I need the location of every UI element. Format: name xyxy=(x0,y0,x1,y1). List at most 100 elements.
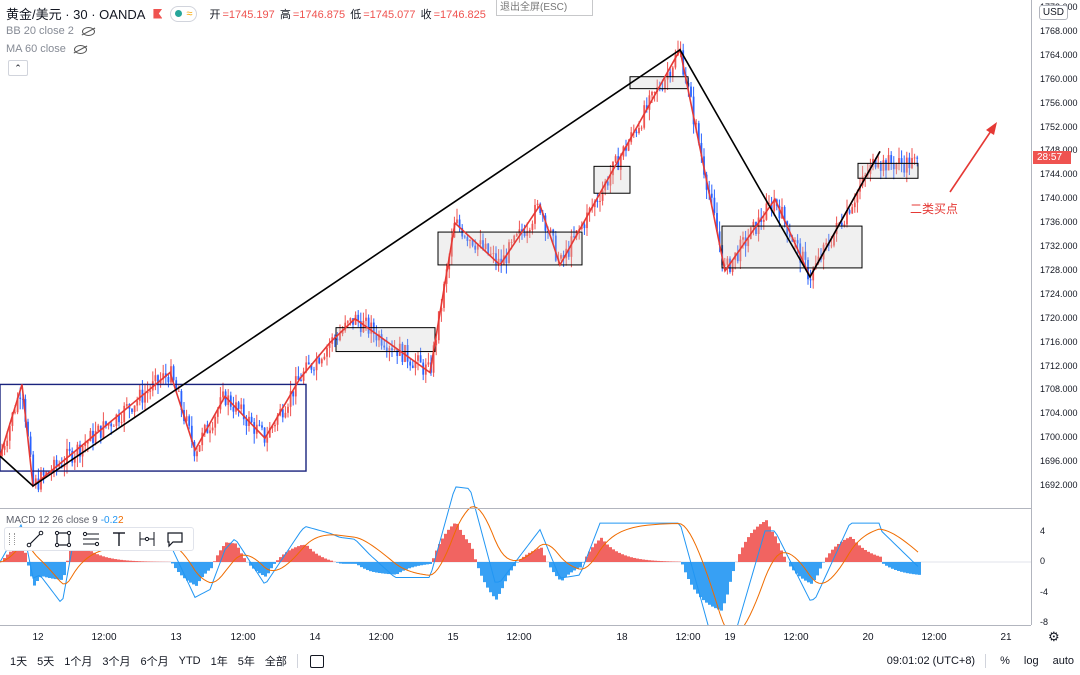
macd-histogram-bar xyxy=(831,549,834,562)
candle-body xyxy=(58,465,61,467)
macd-histogram-bar xyxy=(618,552,621,562)
log-toggle[interactable]: log xyxy=(1023,655,1039,667)
candle-body xyxy=(531,223,534,230)
candle-body xyxy=(133,405,136,412)
macd-histogram-bar xyxy=(627,556,630,562)
candle-body xyxy=(794,240,796,242)
candle-body xyxy=(801,251,804,263)
fib-tool[interactable] xyxy=(80,529,102,549)
exit-fullscreen-button[interactable]: 退出全屏(ESC) xyxy=(496,0,593,16)
calendar-icon[interactable] xyxy=(309,654,324,668)
macd-histogram-bar xyxy=(819,562,822,569)
measure-tool[interactable] xyxy=(136,529,158,549)
range-1m[interactable]: 1个月 xyxy=(64,656,93,668)
macd-histogram-bar xyxy=(264,562,267,577)
price-axis[interactable]: 1772.0001768.0001764.0001760.0001756.000… xyxy=(1031,0,1080,625)
buy-point-annotation[interactable]: 二类买点 xyxy=(910,202,959,216)
candle-body xyxy=(809,279,812,281)
price-chart[interactable] xyxy=(0,0,1031,625)
macd-histogram-bar xyxy=(252,562,255,569)
candle-body xyxy=(263,427,266,443)
range-5d[interactable]: 5天 xyxy=(37,656,55,668)
macd-histogram-bar xyxy=(117,559,120,562)
macd-histogram-bar xyxy=(144,561,147,562)
auto-toggle[interactable]: auto xyxy=(1052,655,1074,667)
candle-body xyxy=(443,283,445,308)
macd-histogram-bar xyxy=(321,557,324,562)
candle-body xyxy=(16,397,19,413)
range-5y[interactable]: 5年 xyxy=(237,656,255,668)
macd-histogram-bar xyxy=(213,561,216,562)
eye-hidden-icon[interactable] xyxy=(73,44,87,54)
candle-body xyxy=(346,321,349,323)
range-ytd[interactable]: YTD xyxy=(178,655,201,667)
macd-histogram-bar xyxy=(513,562,516,567)
currency-button[interactable]: USD xyxy=(1038,5,1068,20)
collapse-legend-button[interactable]: ⌃ xyxy=(8,60,28,76)
range-all[interactable]: 全部 xyxy=(264,656,287,668)
candle-body xyxy=(469,240,471,241)
macd-histogram-bar xyxy=(174,562,177,569)
macd-histogram-bar xyxy=(507,562,510,576)
candle-body xyxy=(261,425,263,428)
candle-body xyxy=(120,421,123,423)
macd-histogram-bar xyxy=(414,562,417,567)
macd-histogram-bar xyxy=(465,539,468,562)
text-tool[interactable] xyxy=(108,529,130,549)
range-6m[interactable]: 6个月 xyxy=(140,656,169,668)
macd-histogram-bar xyxy=(630,557,633,562)
rectangle-tool[interactable] xyxy=(52,529,74,549)
trend-line-tool[interactable] xyxy=(24,529,46,549)
macd-histogram-bar xyxy=(918,562,921,575)
percent-toggle[interactable]: % xyxy=(1000,655,1010,667)
market-status-pill[interactable]: ≈ xyxy=(170,5,198,22)
macd-histogram-bar xyxy=(444,533,447,562)
indicator-bb[interactable]: BB 20 close 2 xyxy=(6,25,95,37)
macd-histogram-bar xyxy=(297,546,300,562)
symbol-title[interactable]: 黄金/美元 · 30 · OANDA xyxy=(6,7,146,22)
drawing-toolbar xyxy=(4,527,194,551)
candle-body xyxy=(552,229,555,236)
clock-display[interactable]: 09:01:02 (UTC+8) xyxy=(886,655,976,667)
candle-body xyxy=(770,203,773,211)
candle-body xyxy=(86,441,89,444)
candle-body xyxy=(138,389,141,401)
time-tick: 14 xyxy=(309,632,321,643)
high-label: 高 xyxy=(279,8,291,21)
range-1d[interactable]: 1天 xyxy=(10,656,28,668)
macd-legend[interactable]: MACD 12 26 close 9 -0.22 xyxy=(6,515,124,526)
candle-body xyxy=(307,362,310,365)
candle-body xyxy=(731,259,734,272)
measure-icon xyxy=(139,532,155,546)
macd-histogram-bar xyxy=(633,557,636,562)
pane-separator[interactable] xyxy=(0,508,1031,509)
indicator-ma[interactable]: MA 60 close xyxy=(6,43,87,55)
macd-histogram-bar xyxy=(501,562,504,589)
candle-body xyxy=(146,391,149,394)
eye-hidden-icon[interactable] xyxy=(81,26,95,36)
macd-histogram-bar xyxy=(453,523,456,562)
trend-line xyxy=(0,48,881,488)
candle-body xyxy=(583,224,586,229)
macd-histogram-bar xyxy=(141,561,144,562)
callout-tool[interactable] xyxy=(164,529,186,549)
candle-body xyxy=(84,443,87,447)
flag-icon[interactable] xyxy=(153,8,163,19)
candle-body xyxy=(42,472,45,476)
macd-histogram-bar xyxy=(18,545,21,562)
candle-body xyxy=(328,343,331,348)
candle-body xyxy=(162,373,165,380)
candle-body xyxy=(606,181,609,186)
time-tick: 21 xyxy=(1000,632,1012,643)
open-value: =1745.197 xyxy=(222,8,275,21)
drag-handle-icon[interactable] xyxy=(9,533,15,545)
candle-body xyxy=(180,391,183,411)
macd-histogram-bar xyxy=(753,529,756,562)
settings-gear-icon[interactable]: ⚙ xyxy=(1048,629,1060,644)
candle-body xyxy=(11,412,14,426)
range-3m[interactable]: 3个月 xyxy=(102,656,131,668)
time-axis[interactable]: 12 12:00 13 12:00 14 12:00 15 12:00 18 12:00 19 12:… xyxy=(0,625,1031,648)
range-1y[interactable]: 1年 xyxy=(210,656,228,668)
candle-body xyxy=(762,219,765,222)
candle-body xyxy=(768,203,770,204)
